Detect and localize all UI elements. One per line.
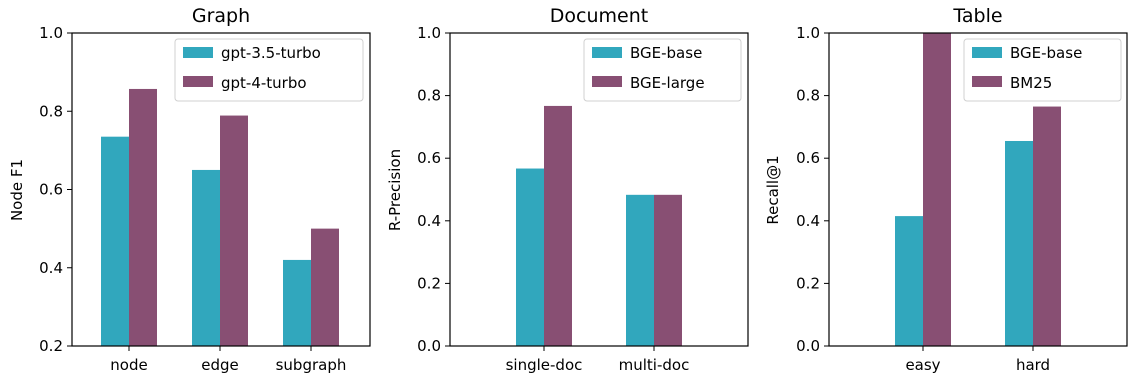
y-tick-label: 0.2: [39, 337, 63, 355]
chart-title-graph: Graph: [192, 5, 250, 27]
y-tick-label: 1.0: [796, 24, 820, 42]
y-tick-label: 0.8: [417, 87, 441, 105]
bar-hard-series-0: [1005, 140, 1033, 346]
bar-node-series-0: [101, 136, 129, 346]
legend-table: BGE-base BM25: [963, 38, 1122, 102]
y-axis-label-graph: Node F1: [8, 159, 26, 221]
axes-frame-document: [449, 32, 749, 347]
x-tick-label: subgraph: [276, 356, 347, 374]
y-tick-label: 0.6: [417, 149, 441, 167]
y-tick-label: 1.0: [417, 24, 441, 42]
y-tick-label: 1.0: [39, 24, 63, 42]
legend-document: BGE-base BGE-large: [583, 38, 742, 102]
y-axis-label-document: R-Precision: [386, 149, 404, 231]
y-tick-label: 0.4: [417, 212, 441, 230]
bars-graph: [101, 88, 339, 347]
ticks-graph: node edge subgraph 0.2 0.4 0.6 0.8 1.0: [39, 24, 346, 374]
y-tick-label: 0.2: [796, 274, 820, 292]
x-tick-label: single-doc: [506, 356, 583, 374]
bar-edge-series-0: [192, 169, 220, 346]
y-tick-label: 0.8: [796, 87, 820, 105]
axes-frame-graph: [71, 32, 371, 347]
legend-graph: gpt-3.5-turbo gpt-4-turbo: [174, 38, 364, 102]
axes-frame-table: [828, 32, 1128, 347]
x-tick-label: easy: [905, 356, 940, 374]
y-tick-label: 0.6: [796, 149, 820, 167]
bar-multi-doc-series-0: [626, 194, 654, 346]
y-tick-label: 0.0: [796, 337, 820, 355]
x-tick-label: edge: [201, 356, 239, 374]
x-tick-label: multi-doc: [619, 356, 690, 374]
y-tick-label: 0.0: [417, 337, 441, 355]
legend-label-series-0: BGE-base: [630, 44, 702, 62]
legend-label-series-0: gpt-3.5-turbo: [221, 44, 321, 62]
y-axis-label-table: Recall@1: [764, 155, 782, 224]
bar-edge-series-1: [220, 115, 248, 347]
legend-swatch-series-1: [972, 76, 1002, 87]
y-tick-label: 0.8: [39, 102, 63, 120]
x-tick-label: hard: [1016, 356, 1050, 374]
bar-node-series-1: [129, 88, 157, 346]
chart-title-document: Document: [550, 5, 648, 27]
legend-swatch-series-0: [183, 47, 213, 58]
chart-panel-table: Table Recall@1 easy hard 0.0 0.2 0.4 0.6 0.8 1.…: [764, 5, 1128, 374]
chart-panel-graph: Graph Node F1 node edge subgraph 0.2 0.4 0.6 0…: [8, 5, 371, 374]
y-tick-label: 0.4: [796, 212, 820, 230]
bars-document: [516, 105, 682, 346]
legend-box: [174, 38, 364, 102]
chart-panel-document: Document R-Precision single-doc multi-doc…: [386, 5, 749, 374]
y-tick-label: 0.2: [417, 274, 441, 292]
legend-swatch-series-0: [972, 47, 1002, 58]
bar-easy-series-0: [895, 216, 923, 346]
ticks-table: easy hard 0.0 0.2 0.4 0.6 0.8 1.0: [796, 24, 1050, 374]
legend-swatch-series-1: [592, 76, 622, 87]
legend-box: [583, 38, 742, 102]
bar-subgraph-series-1: [311, 228, 339, 346]
bar-single-doc-series-0: [516, 168, 544, 346]
y-tick-label: 0.6: [39, 181, 63, 199]
bar-hard-series-1: [1033, 106, 1061, 347]
legend-label-series-1: BM25: [1010, 74, 1052, 92]
legend-swatch-series-1: [183, 76, 213, 87]
y-tick-label: 0.4: [39, 259, 63, 277]
bars-table: [895, 33, 1061, 347]
bar-easy-series-1: [923, 33, 951, 346]
legend-swatch-series-0: [592, 47, 622, 58]
ticks-document: single-doc multi-doc 0.0 0.2 0.4 0.6 0.8 1.0: [417, 24, 689, 374]
legend-label-series-1: BGE-large: [630, 74, 705, 92]
legend-box: [963, 38, 1122, 102]
legend-label-series-1: gpt-4-turbo: [221, 74, 307, 92]
legend-label-series-0: BGE-base: [1010, 44, 1082, 62]
bar-single-doc-series-1: [544, 105, 572, 346]
chart-title-table: Table: [952, 5, 1002, 27]
bar-multi-doc-series-1: [654, 194, 682, 346]
bar-subgraph-series-0: [283, 259, 311, 346]
x-tick-label: node: [110, 356, 147, 374]
